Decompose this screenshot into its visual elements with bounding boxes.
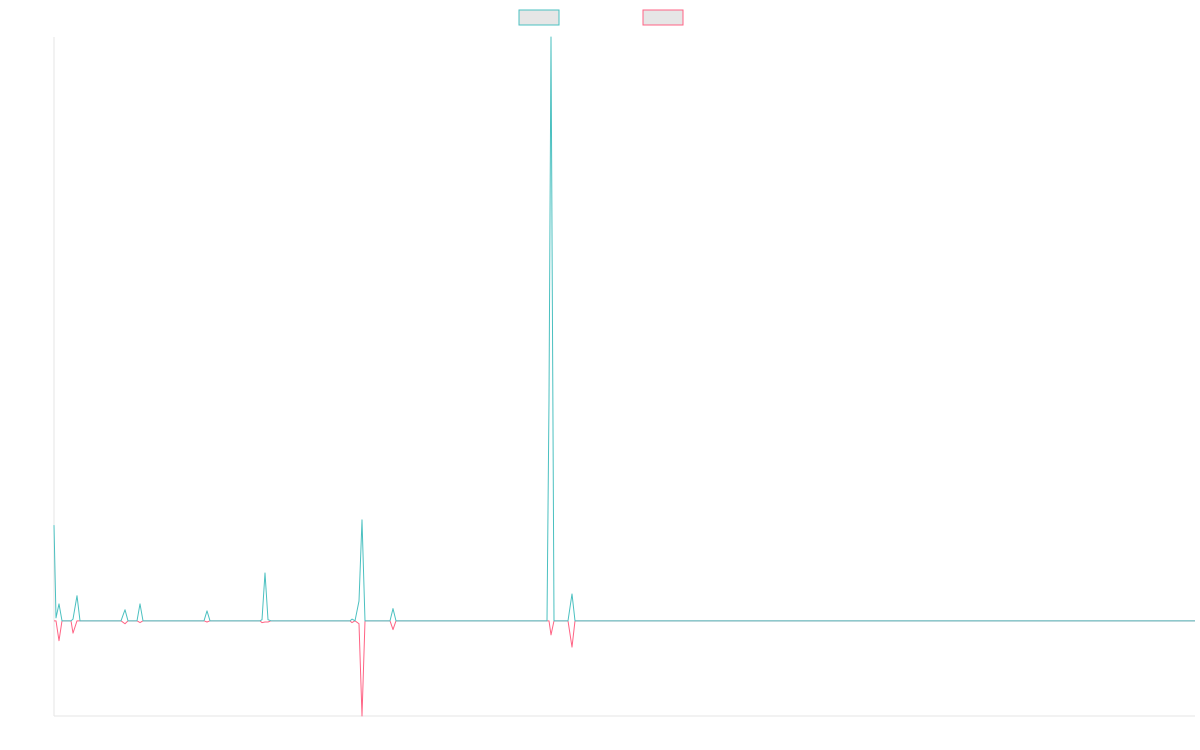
- data-line: [54, 620, 1195, 717]
- data-line: [53, 36, 1195, 622]
- legend-swatch: [518, 9, 560, 26]
- legend-swatch: [642, 9, 684, 26]
